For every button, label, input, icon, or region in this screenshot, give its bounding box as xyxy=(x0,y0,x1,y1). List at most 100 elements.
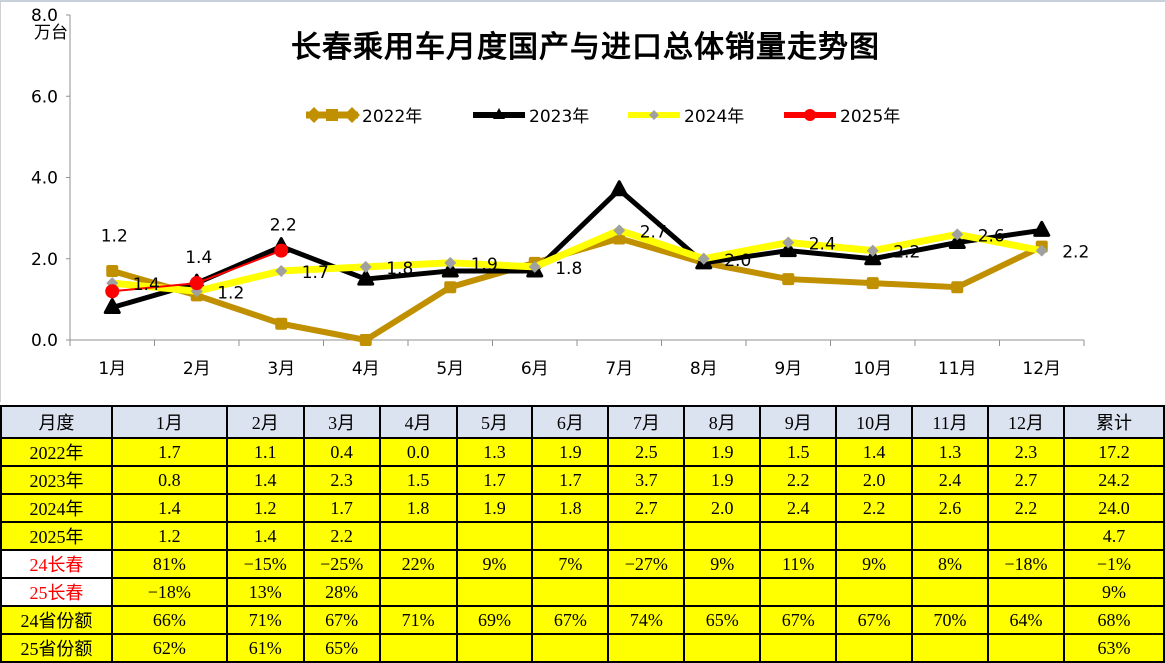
x-tick-label: 9月 xyxy=(774,359,802,379)
point-2024 xyxy=(275,264,288,277)
table-row: 2024年 1.4 1.2 1.7 1.8 1.9 1.8 2.7 2.0 2.4 2.2 2.6 2.… xyxy=(0,493,1165,523)
row-label: 2023年 xyxy=(0,465,113,495)
point-2025 xyxy=(274,243,289,258)
table-cell: 1.8 xyxy=(531,493,610,523)
data-label-2024: 2.2 xyxy=(1062,243,1089,263)
row-label: 2022年 xyxy=(0,437,113,467)
table-cell: 71% xyxy=(378,605,458,635)
table-cell: 24.0 xyxy=(1062,493,1165,523)
column-header: 3月 xyxy=(302,405,381,439)
table-cell: 2.5 xyxy=(607,437,686,467)
point-2022 xyxy=(782,273,795,286)
chart-title: 长春乘用车月度国产与进口总体销量走势图 xyxy=(291,30,880,65)
point-2023 xyxy=(779,241,797,258)
x-tick-label: 3月 xyxy=(267,359,295,379)
table-cell: 9% xyxy=(1062,577,1165,607)
table-cell xyxy=(835,633,914,663)
column-header: 5月 xyxy=(455,405,534,439)
table-cell: 1.7 xyxy=(455,465,534,495)
column-header: 8月 xyxy=(683,405,762,439)
table-cell: 2.6 xyxy=(911,493,990,523)
table-cell: 13% xyxy=(225,577,305,607)
table-cell: 74% xyxy=(607,605,686,635)
table-cell: 65% xyxy=(683,605,762,635)
x-tick-label: 12月 xyxy=(1022,359,1061,379)
y-tick-label: 6.0 xyxy=(31,87,58,107)
legend-item-2024年: 2024年 xyxy=(628,107,744,127)
table-cell: 1.4 xyxy=(835,437,914,467)
x-tick-label: 8月 xyxy=(690,359,718,379)
table-cell: 24.2 xyxy=(1062,465,1165,495)
table-cell xyxy=(607,521,686,551)
table-cell: 67% xyxy=(759,605,838,635)
column-header: 1月 xyxy=(110,405,228,439)
legend-label: 2025年 xyxy=(840,107,900,127)
table-cell: 1.4 xyxy=(110,493,228,523)
point-2022 xyxy=(275,317,288,330)
row-label: 2025年 xyxy=(0,521,113,551)
data-label-2024: 1.7 xyxy=(302,263,329,283)
table-cell: 66% xyxy=(110,605,228,635)
table-cell: −27% xyxy=(607,549,686,579)
table-cell: 71% xyxy=(225,605,305,635)
point-2024 xyxy=(697,252,710,265)
point-2024 xyxy=(359,260,372,273)
column-header: 累计 xyxy=(1062,405,1165,439)
table-cell xyxy=(378,521,458,551)
point-2024 xyxy=(613,224,626,237)
sales-table: 月度 1月 2月 3月 4月 5月 6月 7月 8月 9月 10月 11月 12月 累计 2022年 1.7 1… xyxy=(0,405,1165,663)
table-cell: 1.9 xyxy=(683,437,762,467)
point-2022 xyxy=(951,281,964,294)
point-2025 xyxy=(189,276,204,291)
table-cell: 1.3 xyxy=(911,437,990,467)
table-cell: 2.0 xyxy=(835,465,914,495)
table-cell xyxy=(607,577,686,607)
table-cell: 2.4 xyxy=(759,493,838,523)
table-cell xyxy=(759,633,838,663)
table-cell: 17.2 xyxy=(1062,437,1165,467)
y-tick-label: 8.0 xyxy=(31,6,58,26)
data-label-2024: 1.9 xyxy=(471,255,498,275)
column-header: 7月 xyxy=(607,405,686,439)
table-cell: 2.4 xyxy=(911,465,990,495)
table-cell: 2.7 xyxy=(607,493,686,523)
table-cell: 2.0 xyxy=(683,493,762,523)
row-label: 25省份额 xyxy=(0,633,113,663)
legend-label: 2024年 xyxy=(684,107,744,127)
table-cell xyxy=(531,577,610,607)
table-cell xyxy=(378,577,458,607)
table-cell: 70% xyxy=(911,605,990,635)
table-cell xyxy=(911,521,990,551)
point-2022 xyxy=(359,334,372,346)
table-cell: 67% xyxy=(531,605,610,635)
data-label-2024: 1.4 xyxy=(133,275,160,295)
row-label: 2024年 xyxy=(0,493,113,523)
x-tick-label: 2月 xyxy=(183,359,211,379)
table-cell: 1.7 xyxy=(110,437,228,467)
point-2023 xyxy=(357,269,375,286)
table-cell: 67% xyxy=(835,605,914,635)
point-2022 xyxy=(613,232,626,245)
y-axis-unit: 万台 xyxy=(34,23,68,43)
table-cell: 28% xyxy=(302,577,381,607)
legend-diamond-icon xyxy=(306,107,360,123)
table-cell: 1.7 xyxy=(302,493,381,523)
table-cell: 67% xyxy=(302,605,381,635)
table-cell: 0.8 xyxy=(110,465,228,495)
column-header: 11月 xyxy=(911,405,990,439)
x-tick-label: 7月 xyxy=(605,359,633,379)
table-cell: 2.3 xyxy=(987,437,1065,467)
y-tick-label: 0.0 xyxy=(31,331,58,351)
x-tick-label: 11月 xyxy=(938,359,977,379)
data-label-2025: 2.2 xyxy=(270,216,297,236)
table-cell: −18% xyxy=(110,577,228,607)
column-header: 6月 xyxy=(531,405,610,439)
point-2023 xyxy=(864,249,882,266)
data-label-2024: 2.6 xyxy=(978,226,1005,246)
table-cell: 2.3 xyxy=(302,465,381,495)
column-header: 12月 xyxy=(987,405,1065,439)
table-cell xyxy=(455,577,534,607)
legend-item-2022年: 2022年 xyxy=(306,107,422,127)
table-cell xyxy=(759,521,838,551)
column-header: 2月 xyxy=(225,405,305,439)
